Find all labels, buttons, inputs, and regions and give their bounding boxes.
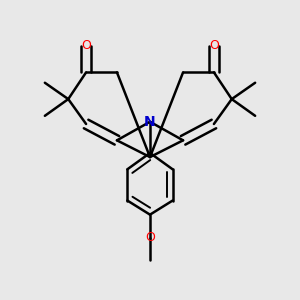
Text: O: O: [81, 39, 91, 52]
Text: O: O: [209, 39, 219, 52]
Text: N: N: [144, 115, 156, 129]
Text: O: O: [145, 231, 155, 244]
